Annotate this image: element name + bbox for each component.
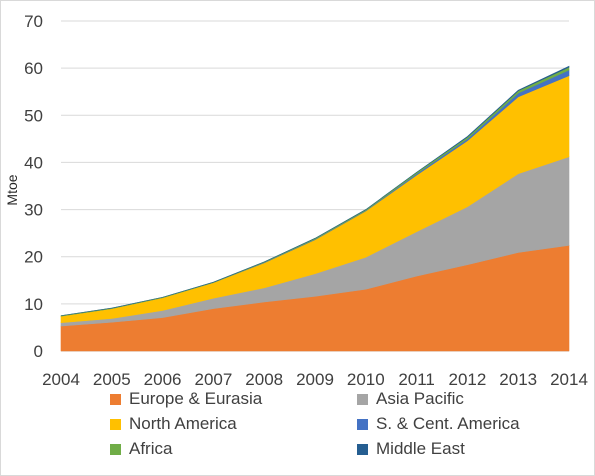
x-tick-label: 2009	[296, 370, 334, 389]
x-tick-label: 2007	[194, 370, 232, 389]
x-tick-label: 2006	[144, 370, 182, 389]
y-axis-ticks: 0 10 20 30 40 50 60 70	[24, 12, 43, 361]
x-tick-label: 2013	[499, 370, 537, 389]
x-tick-label: 2004	[42, 370, 80, 389]
legend-swatch	[110, 393, 121, 405]
legend-item: North America	[110, 411, 237, 437]
y-tick-label: 40	[24, 153, 43, 172]
legend-swatch	[357, 418, 368, 430]
legend-swatch	[110, 443, 121, 455]
legend-swatch	[110, 418, 121, 430]
legend-item: Middle East	[357, 436, 465, 462]
legend-label: Europe & Eurasia	[129, 389, 263, 408]
y-tick-label: 20	[24, 248, 43, 267]
legend-swatch	[357, 443, 368, 455]
legend-label: Asia Pacific	[376, 389, 464, 408]
legend-label: North America	[129, 414, 237, 433]
legend-swatch	[357, 393, 368, 405]
x-tick-label: 2010	[347, 370, 385, 389]
legend-item: S. & Cent. America	[357, 411, 520, 437]
x-tick-label: 2008	[245, 370, 283, 389]
y-tick-label: 50	[24, 106, 43, 125]
y-tick-label: 60	[24, 59, 43, 78]
area-series	[60, 65, 570, 352]
x-tick-label: 2011	[398, 370, 435, 389]
y-tick-label: 70	[24, 12, 43, 31]
y-tick-label: 10	[24, 295, 43, 314]
y-tick-label: 30	[24, 201, 43, 220]
x-axis-ticks: 2004 2005 2006 2007 2008 2009 2010 2011 2012 2013…	[42, 370, 588, 389]
y-tick-label: 0	[34, 342, 43, 361]
legend-item: Asia Pacific	[357, 386, 464, 412]
y-axis-title: Mtoe	[4, 174, 20, 205]
legend: Europe & Eurasia Asia Pacific North Americ…	[110, 389, 580, 472]
x-tick-label: 2012	[448, 370, 486, 389]
area-series-5	[60, 65, 570, 316]
x-tick-label: 2005	[93, 370, 131, 389]
legend-label: Africa	[129, 439, 173, 458]
x-tick-label: 2014	[550, 370, 588, 389]
legend-item: Europe & Eurasia	[110, 386, 262, 412]
legend-item: Africa	[110, 436, 172, 462]
legend-label: Middle East	[376, 439, 465, 458]
legend-label: S. & Cent. America	[376, 414, 520, 433]
